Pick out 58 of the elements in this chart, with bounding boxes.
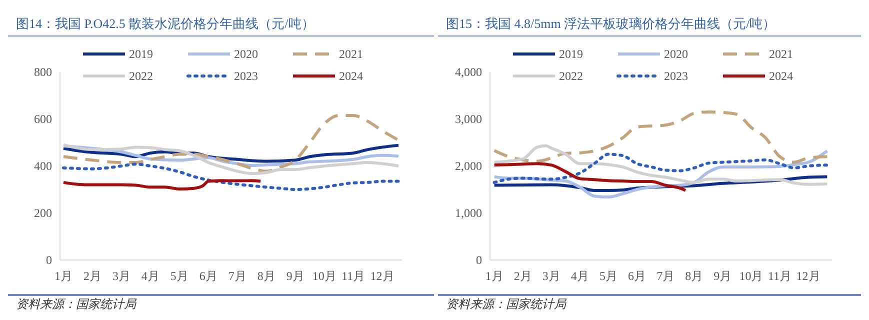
y-tick-label: 2,000: [455, 159, 482, 174]
y-tick-label: 800: [34, 65, 52, 80]
legend-label: 2021: [339, 47, 363, 62]
x-tick-label: 7月: [656, 269, 675, 283]
x-tick-label: 9月: [286, 269, 304, 283]
x-tick-label: 10月: [312, 269, 336, 283]
x-tick-label: 4月: [570, 269, 589, 283]
y-tick-label: 0: [476, 253, 482, 268]
x-tick-label: 12月: [796, 269, 820, 283]
y-tick-label: 600: [34, 112, 52, 126]
legend-label: 2024: [339, 69, 363, 84]
x-tick-label: 5月: [170, 269, 188, 283]
x-tick-label: 9月: [714, 269, 732, 283]
x-tick-label: 6月: [628, 269, 646, 283]
y-tick-label: 1,000: [455, 206, 482, 220]
legend-label: 2022: [559, 69, 583, 84]
legend-label: 2019: [559, 47, 583, 62]
text: 资料来源：国家统计局: [16, 297, 137, 311]
x-tick-label: 8月: [257, 269, 276, 283]
legend-label: 2023: [664, 69, 688, 84]
chart-title: 图14：我国 P.O42.5 散装水泥价格分年曲线（元/吨）: [16, 16, 314, 31]
legend-label: 2021: [769, 47, 793, 62]
x-tick-label: 4月: [141, 269, 160, 283]
y-tick-label: 3,000: [455, 112, 482, 126]
y-tick-label: 4,000: [455, 65, 482, 80]
x-tick-label: 8月: [685, 269, 704, 283]
legend-label: 2019: [129, 47, 153, 62]
legend-label: 2022: [129, 69, 153, 84]
y-tick-label: 200: [34, 206, 52, 220]
x-tick-label: 3月: [112, 269, 130, 283]
legend-label: 2024: [769, 69, 793, 84]
x-tick-label: 6月: [199, 269, 218, 283]
x-tick-label: 5月: [599, 269, 618, 283]
line-series: [62, 143, 400, 176]
x-tick-label: 11月: [342, 269, 366, 283]
y-tick-label: 400: [34, 159, 52, 174]
line-series: [492, 144, 829, 186]
legend-label: 2020: [664, 47, 688, 62]
x-tick-label: 1月: [485, 269, 504, 283]
y-tick-label: 0: [46, 253, 52, 268]
line-series: [492, 162, 688, 192]
x-tick-label: 1月: [54, 269, 72, 283]
x-tick-label: 10月: [739, 269, 764, 283]
line-series: [492, 152, 829, 184]
x-tick-label: 2月: [514, 269, 532, 283]
chart-title: 图15：我国 4.8/5mm 浮法平板玻璃价格分年曲线（元/吨）: [446, 16, 776, 31]
x-tick-label: 2月: [83, 269, 102, 283]
legend-label: 2020: [234, 47, 258, 62]
text: 资料来源：国家统计局: [446, 297, 567, 311]
line-series: [62, 179, 262, 191]
line-series: [62, 114, 400, 173]
x-tick-label: 11月: [768, 269, 792, 283]
legend-label: 2023: [234, 69, 258, 84]
x-tick-label: 12月: [370, 269, 394, 283]
x-tick-label: 7月: [228, 269, 246, 283]
line-series: [62, 162, 400, 191]
x-tick-label: 3月: [542, 269, 560, 283]
line-series: [492, 110, 829, 164]
